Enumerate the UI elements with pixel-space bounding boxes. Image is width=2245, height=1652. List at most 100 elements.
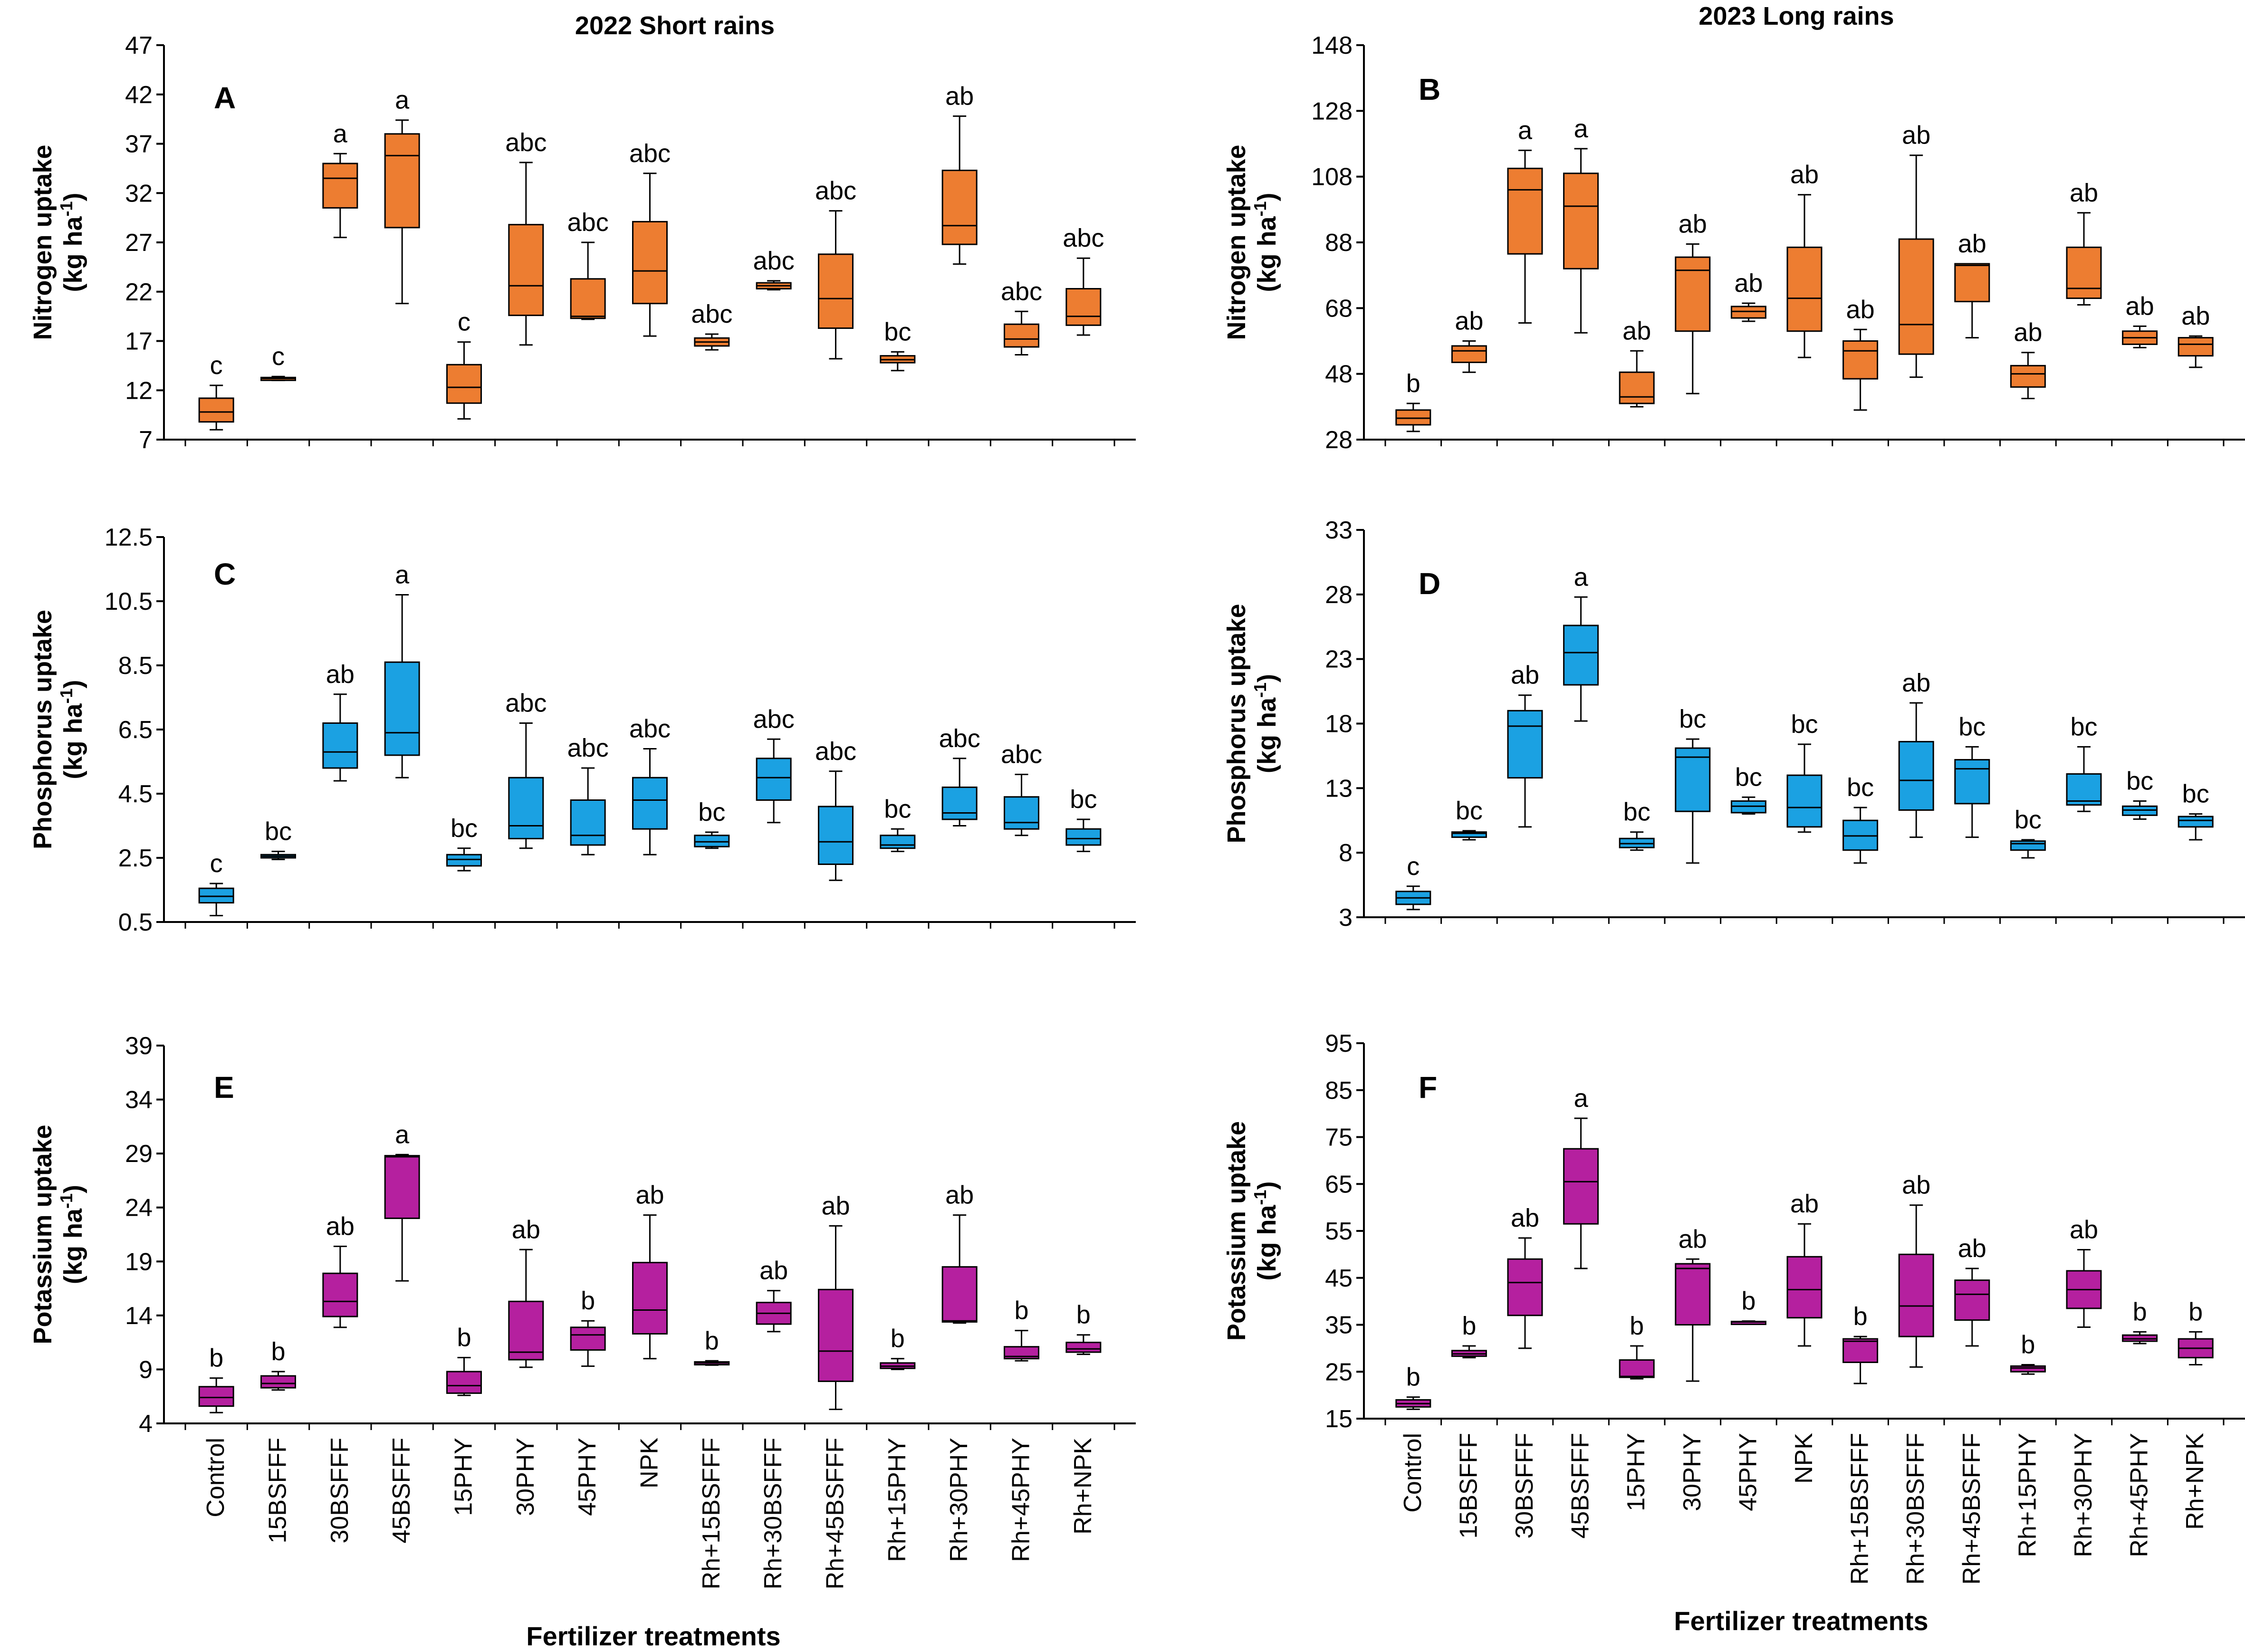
y-unit-superscript: -1 [1250,201,1270,216]
box-45phy: bc [1730,763,1766,815]
y-tick-label: 18 [1325,711,1353,738]
iqr-box [1675,256,1711,332]
iqr-box [322,163,358,209]
significance-letter: bc [2182,780,2209,808]
significance-letter: ab [1790,161,1819,189]
significance-letter: ab [1511,661,1539,690]
y-tick-label: 25 [1325,1358,1353,1386]
significance-letter: abc [939,724,980,753]
iqr-box [1730,306,1766,319]
box-control: c [198,351,234,431]
box-rh-plus-15bsfff: abc [691,300,732,351]
iqr-box [1065,288,1102,326]
significance-letter: abc [567,208,609,237]
box-30phy: ab [508,1215,544,1368]
iqr-box [818,806,854,865]
box-15bsfff: b [260,1337,296,1391]
x-category-label: Rh+NPK [1069,1438,1097,1535]
box-15phy: ab [1619,317,1655,408]
iqr-box [1786,1256,1823,1319]
y-tick-label: 148 [1311,32,1353,59]
iqr-box [1563,1148,1599,1225]
iqr-box [1004,323,1039,348]
y-tick-label: 15 [1325,1405,1353,1433]
significance-letter: c [210,849,223,878]
y-unit-superscript: -1 [57,201,76,216]
box-rh-plus-15bsfff: b [694,1326,730,1366]
y-axis-unit: (kg ha-1) [1250,192,1281,292]
y-tick-label: 0.5 [118,909,153,936]
box-control: b [1395,1363,1431,1410]
significance-letter: ab [2181,302,2210,330]
iqr-box [941,1266,978,1323]
significance-letter: a [1574,563,1589,591]
iqr-box [756,758,792,801]
y-tick-label: 75 [1325,1124,1353,1152]
iqr-box [941,170,978,245]
x-category-label: Control [1399,1433,1427,1513]
iqr-box [1065,828,1102,846]
y-unit-text: (kg ha [59,703,87,779]
box-rh-plus-45phy: abc [1001,277,1042,356]
y-tick-label: 35 [1325,1312,1353,1339]
box-15phy: bc [1619,798,1655,851]
box-45bsfff: a [384,86,420,305]
significance-letter: b [457,1323,471,1352]
y-tick-label: 85 [1325,1077,1353,1105]
y-tick-label: 34 [125,1086,153,1114]
column-title-2023-long-rains: 2023 Long rains [1698,2,1894,30]
box-rh-plus-45phy: ab [2122,292,2158,348]
x-category-label: Rh+15BSFFF [1846,1433,1874,1585]
significance-letter: b [1014,1297,1028,1325]
y-tick-label: 17 [125,328,153,355]
box-rh-plus-45phy: bc [2122,767,2158,820]
significance-letter: ab [1958,1234,1986,1263]
significance-letter: abc [629,139,671,168]
y-tick-label: 19 [125,1248,153,1276]
box-45phy: ab [1730,269,1766,322]
significance-letter: ab [945,1181,974,1210]
y-tick-label: 28 [1325,426,1353,454]
iqr-box [1563,173,1599,269]
box-15phy: c [446,308,482,420]
iqr-box [1842,340,1879,380]
x-axis-title-left: Fertilizer treatments [526,1621,780,1651]
box-rh-plus-npk: bc [1065,785,1102,852]
iqr-box [632,221,668,305]
significance-letter: bc [1623,798,1650,826]
y-tick-label: 13 [1325,775,1353,802]
iqr-box [1507,1258,1543,1316]
y-tick-label: 27 [125,229,153,257]
box-rh-plus-45bsfff: abc [815,177,856,360]
y-tick-label: 23 [1325,646,1353,673]
y-unit-close: ) [59,192,87,201]
iqr-box [570,278,606,319]
y-tick-label: 3 [1339,904,1353,932]
panel-letter: A [214,81,236,115]
significance-letter: a [1574,115,1589,143]
significance-letter: a [333,119,348,148]
significance-letter: b [209,1344,223,1373]
significance-letter: ab [326,1212,355,1240]
box-rh-plus-15bsfff: bc [694,798,730,849]
iqr-box [1954,263,1990,302]
significance-letter: c [210,351,223,380]
box-45phy: b [1730,1287,1766,1325]
iqr-box [2066,246,2102,299]
y-tick-label: 10.5 [105,588,153,615]
y-tick-label: 29 [125,1140,153,1168]
box-rh-plus-30bsfff: abc [753,247,795,291]
box-15bsfff: c [260,342,296,381]
significance-letter: bc [1847,773,1874,802]
significance-letter: abc [629,715,671,743]
significance-letter: ab [1846,295,1875,324]
y-unit-superscript: -1 [1250,1190,1270,1205]
y-tick-label: 33 [1325,517,1353,544]
box-rh-plus-15phy: ab [2010,318,2046,400]
significance-letter: bc [1958,712,1986,741]
iqr-box [2010,365,2046,388]
iqr-box [2010,840,2046,851]
box-15bsfff: bc [1451,797,1487,841]
box-rh-plus-45phy: b [2122,1297,2158,1345]
box-control: c [198,849,234,916]
